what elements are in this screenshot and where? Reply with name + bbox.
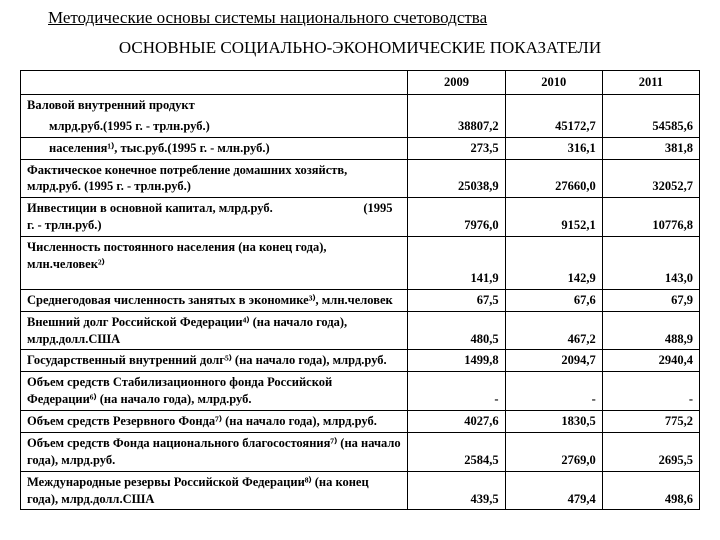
row-value: 273,5	[408, 137, 505, 159]
row-value: -	[505, 372, 602, 411]
row-value: 9152,1	[505, 198, 602, 237]
table-row: Международные резервы Российской Федерац…	[21, 471, 700, 510]
row-value: 467,2	[505, 311, 602, 350]
row-value: 54585,6	[602, 116, 699, 137]
row-label: Среднегодовая численность занятых в экон…	[21, 289, 408, 311]
row-value: 67,5	[408, 289, 505, 311]
table-row: Объем средств Стабилизационного фонда Ро…	[21, 372, 700, 411]
row-label: населения¹⁾, тыс.руб.(1995 г. - млн.руб.…	[21, 137, 408, 159]
row-value: 2094,7	[505, 350, 602, 372]
table-header-blank	[21, 71, 408, 95]
row-value	[505, 94, 602, 115]
table-row: Валовой внутренний продукт	[21, 94, 700, 115]
row-value: -	[602, 372, 699, 411]
table-header-year: 2011	[602, 71, 699, 95]
row-value: 498,6	[602, 471, 699, 510]
table-header-row: 2009 2010 2011	[21, 71, 700, 95]
row-label: млрд.руб.(1995 г. - трлн.руб.)	[21, 116, 408, 137]
table-row: Объем средств Фонда национального благос…	[21, 432, 700, 471]
row-label: Валовой внутренний продукт	[21, 94, 408, 115]
table-row: Государственный внутренний долг⁵⁾ (на на…	[21, 350, 700, 372]
table-row: Среднегодовая численность занятых в экон…	[21, 289, 700, 311]
row-value: 141,9	[408, 237, 505, 290]
row-label: Объем средств Стабилизационного фонда Ро…	[21, 372, 408, 411]
row-value: 439,5	[408, 471, 505, 510]
row-value: 479,4	[505, 471, 602, 510]
table-header-year: 2010	[505, 71, 602, 95]
table-row: Численность постоянного населения (на ко…	[21, 237, 700, 290]
row-value: 45172,7	[505, 116, 602, 137]
row-label: Внешний долг Российской Федерации⁴⁾ (на …	[21, 311, 408, 350]
row-value: 4027,6	[408, 411, 505, 433]
row-value: 7976,0	[408, 198, 505, 237]
row-value: 1499,8	[408, 350, 505, 372]
row-value: 67,9	[602, 289, 699, 311]
row-value: 32052,7	[602, 159, 699, 198]
row-label: Международные резервы Российской Федерац…	[21, 471, 408, 510]
row-value: 480,5	[408, 311, 505, 350]
row-value: 27660,0	[505, 159, 602, 198]
table-header-year: 2009	[408, 71, 505, 95]
row-value: 25038,9	[408, 159, 505, 198]
row-value: 10776,8	[602, 198, 699, 237]
row-value: 2695,5	[602, 432, 699, 471]
row-value	[602, 94, 699, 115]
row-label: Объем средств Резервного Фонда⁷⁾ (на нач…	[21, 411, 408, 433]
row-value: 2584,5	[408, 432, 505, 471]
row-value: 142,9	[505, 237, 602, 290]
table-row: населения¹⁾, тыс.руб.(1995 г. - млн.руб.…	[21, 137, 700, 159]
row-value: 1830,5	[505, 411, 602, 433]
row-label: Государственный внутренний долг⁵⁾ (на на…	[21, 350, 408, 372]
page: Методические основы системы национальног…	[0, 0, 720, 510]
row-value: 2769,0	[505, 432, 602, 471]
row-label: Численность постоянного населения (на ко…	[21, 237, 408, 290]
row-value: 775,2	[602, 411, 699, 433]
row-value: 488,9	[602, 311, 699, 350]
document-supertitle: Методические основы системы национальног…	[48, 8, 700, 28]
indicators-table: 2009 2010 2011 Валовой внутренний продук…	[20, 70, 700, 510]
table-row: Фактическое конечное потребление домашни…	[21, 159, 700, 198]
row-value: 316,1	[505, 137, 602, 159]
table-row: млрд.руб.(1995 г. - трлн.руб.)38807,2451…	[21, 116, 700, 137]
row-value: 67,6	[505, 289, 602, 311]
table-row: Инвестиции в основной капитал, млрд.руб.…	[21, 198, 700, 237]
row-value: 143,0	[602, 237, 699, 290]
row-value	[408, 94, 505, 115]
row-label: Фактическое конечное потребление домашни…	[21, 159, 408, 198]
row-value: 2940,4	[602, 350, 699, 372]
table-row: Внешний долг Российской Федерации⁴⁾ (на …	[21, 311, 700, 350]
row-value: -	[408, 372, 505, 411]
row-label: Инвестиции в основной капитал, млрд.руб.…	[21, 198, 408, 237]
table-row: Объем средств Резервного Фонда⁷⁾ (на нач…	[21, 411, 700, 433]
row-value: 381,8	[602, 137, 699, 159]
row-label: Объем средств Фонда национального благос…	[21, 432, 408, 471]
row-value: 38807,2	[408, 116, 505, 137]
document-title: ОСНОВНЫЕ СОЦИАЛЬНО-ЭКОНОМИЧЕСКИЕ ПОКАЗАТ…	[20, 38, 700, 58]
